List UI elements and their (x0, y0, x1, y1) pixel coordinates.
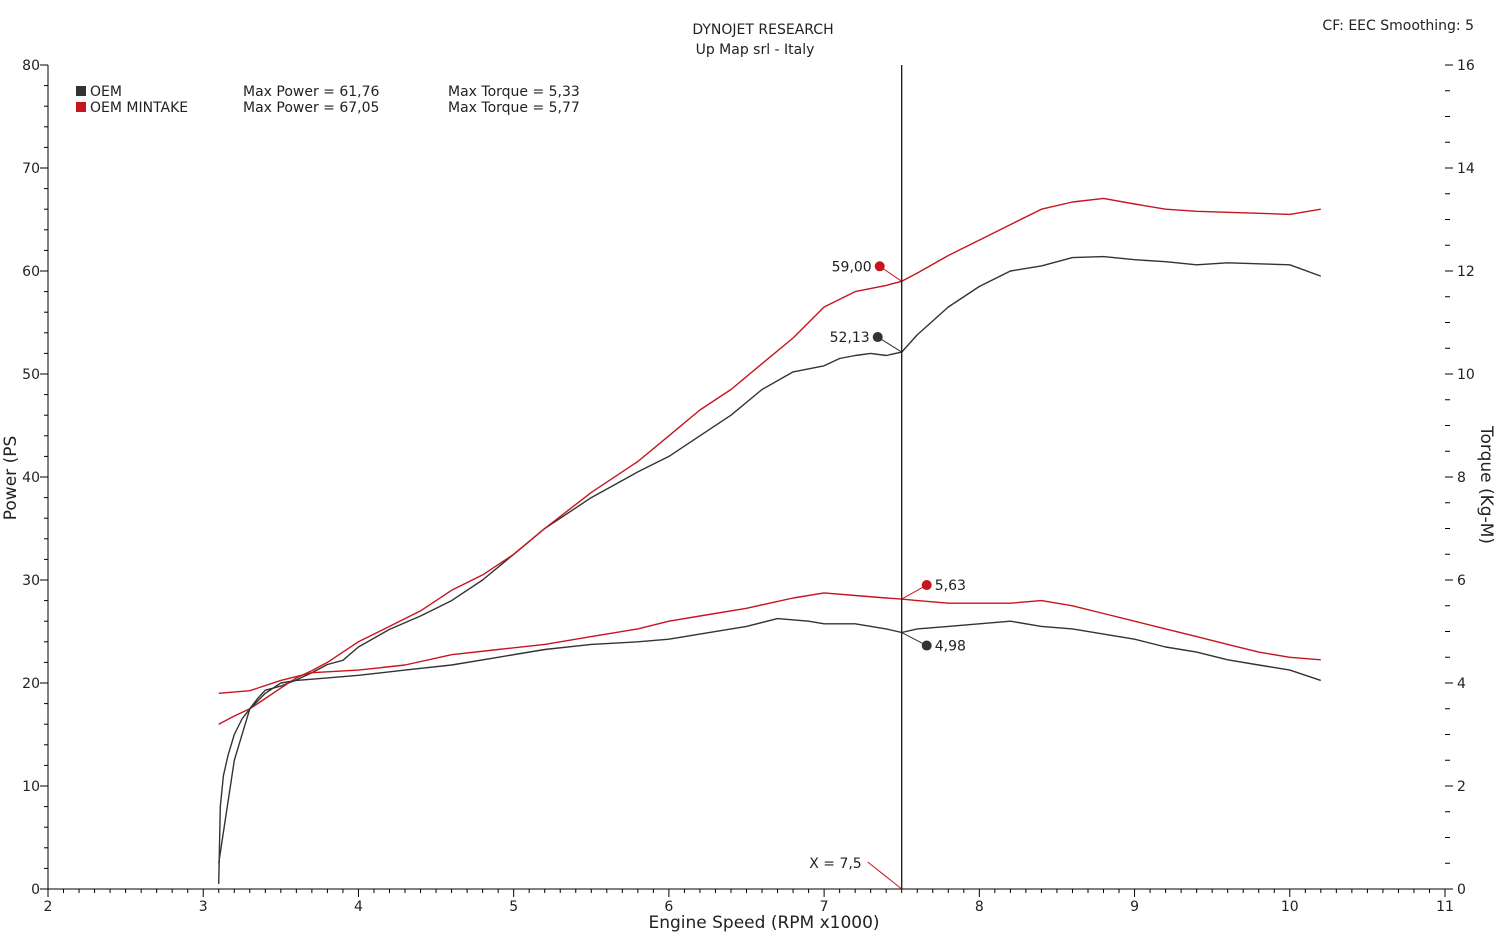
x-tick-label: 4 (354, 899, 363, 915)
cursor-layer: X = 7,5 59,00 52,13 5,63 4,98 (809, 65, 966, 890)
marker-label: 52,13 (830, 330, 870, 346)
chart-subtitle: Up Map srl - Italy (696, 42, 815, 58)
settings-label: CF: EEC Smoothing: 5 (1322, 18, 1474, 34)
x-tick-label: 7 (820, 899, 829, 915)
y-tick-label-left: 20 (22, 676, 40, 692)
y-tick-label-left: 40 (22, 470, 40, 486)
legend-swatch (76, 102, 86, 112)
y-tick-label-right: 12 (1457, 264, 1475, 280)
y-tick-label-right: 2 (1457, 779, 1466, 795)
y-tick-label-left: 70 (22, 161, 40, 177)
legend-series-name: OEM (90, 84, 122, 100)
series-line-oem-torque (218, 617, 1322, 864)
y-tick-label-right: 10 (1457, 367, 1475, 383)
x-tick-label: 8 (975, 899, 984, 915)
x-tick-label: 5 (509, 899, 518, 915)
y-tick-label-right: 0 (1457, 882, 1466, 898)
y-tick-label-left: 10 (22, 779, 40, 795)
chart-title: DYNOJET RESEARCH (692, 22, 833, 38)
x-tick-label: 2 (44, 899, 53, 915)
cursor-label: X = 7,5 (809, 856, 862, 872)
series-line-oem-power (218, 255, 1322, 884)
y-tick-label-right: 14 (1457, 161, 1475, 177)
marker-dot (874, 261, 885, 272)
marker-label: 5,63 (935, 578, 966, 594)
marker-dot (872, 332, 883, 343)
marker-label: 4,98 (935, 639, 966, 655)
legend-max-torque: Max Torque = 5,77 (448, 100, 580, 116)
x-tick-label: 11 (1436, 899, 1454, 915)
cursor-label-leader (867, 861, 903, 890)
x-axis-title: Engine Speed (RPM x1000) (648, 913, 879, 933)
legend-max-power: Max Power = 67,05 (243, 100, 379, 116)
y-axis-title-left: Power (PS (1, 436, 21, 520)
y-tick-label-right: 16 (1457, 58, 1475, 74)
y-tick-label-left: 50 (22, 367, 40, 383)
y-tick-label-left: 60 (22, 264, 40, 280)
legend-max-torque: Max Torque = 5,33 (448, 84, 580, 100)
y-tick-label-right: 4 (1457, 676, 1466, 692)
y-tick-label-right: 6 (1457, 573, 1466, 589)
y-tick-label-left: 30 (22, 573, 40, 589)
series-line-oem-mintake-torque (218, 592, 1321, 694)
legend-max-power: Max Power = 61,76 (243, 84, 380, 100)
y-tick-label-right: 8 (1457, 470, 1466, 486)
x-tick-label: 3 (199, 899, 208, 915)
legend-series-name: OEM MINTAKE (90, 100, 188, 116)
y-axis-title-right: Torque (Kg-M) (1476, 425, 1496, 544)
marker-dot (921, 640, 932, 651)
legend: OEM Max Power = 61,76 Max Torque = 5,33 OEM… (76, 84, 580, 116)
marker-label: 59,00 (832, 259, 872, 275)
x-tick-label: 6 (664, 899, 673, 915)
marker-dot (921, 580, 932, 591)
legend-swatch (76, 86, 86, 96)
x-tick-label: 10 (1281, 899, 1299, 915)
series-line-oem-mintake-power (218, 197, 1321, 725)
series-layer (218, 197, 1322, 884)
y-tick-label-left: 0 (31, 882, 40, 898)
y-tick-label-left: 80 (22, 58, 40, 74)
x-tick-label: 9 (1130, 899, 1139, 915)
